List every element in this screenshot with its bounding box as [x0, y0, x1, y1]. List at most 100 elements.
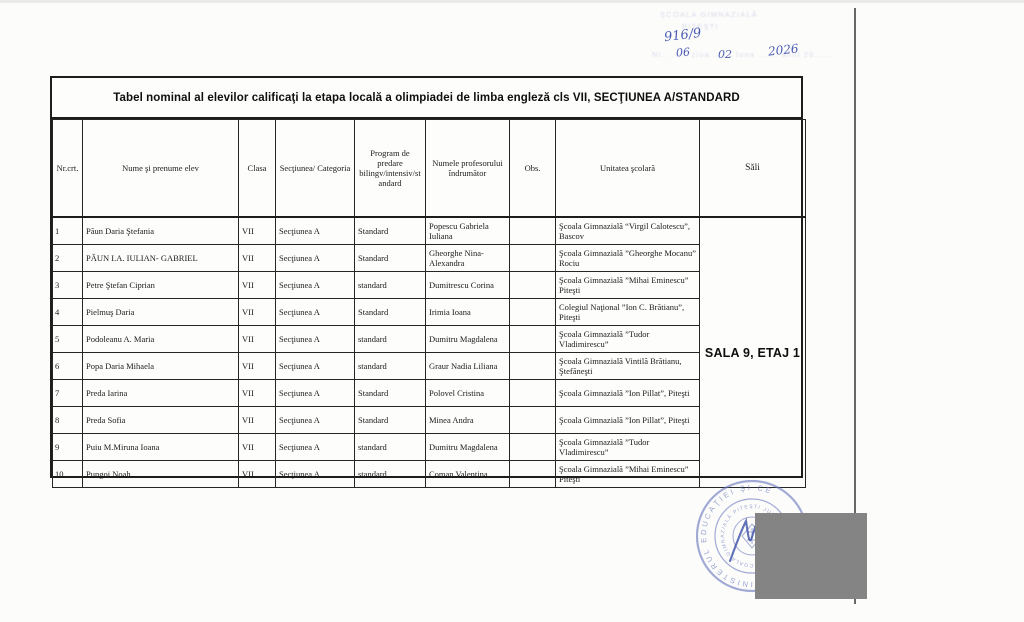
cell-profesor: Popescu Gabriela Iuliana	[425, 216, 510, 245]
cell-student-name: Păun Daria Ştefania	[82, 216, 239, 245]
table-row: 1 Păun Daria Ştefania VII Secţiunea A St…	[52, 216, 806, 488]
cell-student-name: Puiu M.Miruna Ioana	[82, 433, 239, 461]
cell-profesor: Minea Andra	[425, 406, 510, 434]
handwritten-month: 02	[718, 48, 732, 61]
cell-profesor: Dumitrescu Corina	[425, 271, 510, 299]
cell-obs	[509, 216, 556, 245]
cell-scoala: Şcoala Gimnazială Vintilă Brătianu, Ştef…	[555, 352, 700, 380]
cell-student-name: Petre Ştefan Ciprian	[82, 271, 239, 299]
cell-profesor: Polovel Cristina	[425, 379, 510, 407]
cell-scoala: Şcoala Gimnazială ”Ion Pillat”, Piteşti	[555, 379, 700, 407]
cell-profesor: Coman Valentina	[425, 460, 510, 488]
table-row: 6 Popa Daria Mihaela VII Secţiunea A sta…	[52, 352, 806, 380]
students-table: Nr.crt. Nume şi prenume elev Clasa Secţi…	[52, 119, 806, 488]
table-title: Tabel nominal al elevilor calificaţi la …	[52, 78, 801, 119]
cell-program: Standard	[354, 216, 426, 245]
cell-nr: 7	[52, 379, 83, 407]
registration-stamp: ŞCOALA GIMNAZIALĂ PITEŞTI Nr. ...... ziu…	[648, 6, 863, 68]
table-row: 10 Pungoi Noah VII Secţiunea A standard …	[52, 460, 806, 488]
cell-scoala: Şcoala Gimnazială ”Tudor Vladimirescu”	[555, 433, 700, 461]
cell-nr: 8	[52, 406, 83, 434]
cell-sectiunea: Secţiunea A	[275, 352, 355, 380]
cell-profesor: Irimia Ioana	[425, 298, 510, 326]
cell-sectiunea: Secţiunea A	[275, 433, 355, 461]
cell-clasa: VII	[238, 244, 276, 272]
cell-sectiunea: Secţiunea A	[275, 271, 355, 299]
cell-obs	[509, 271, 556, 299]
cell-nr: 3	[52, 271, 83, 299]
cell-program: Standard	[354, 298, 426, 326]
stamp-faint-line: ŞCOALA GIMNAZIALĂ	[660, 10, 758, 19]
olympiad-table: Tabel nominal al elevilor calificaţi la …	[50, 76, 806, 488]
cell-scoala: Colegiul Naţional ”Ion C. Brătianu”, Pit…	[555, 298, 700, 326]
cell-sectiunea: Secţiunea A	[275, 460, 355, 488]
col-header-profesor: Numele profesorului îndrumător	[425, 119, 510, 218]
table-row: 5 Podoleanu A. Maria VII Secţiunea A sta…	[52, 325, 806, 353]
redaction-box	[755, 513, 867, 599]
cell-clasa: VII	[238, 406, 276, 434]
col-header-obs: Obs.	[509, 119, 556, 218]
cell-student-name: PĂUN I.A. IULIAN- GABRIEL	[82, 244, 239, 272]
col-header-program: Program de predare bilingv/intensiv/stan…	[354, 119, 426, 218]
cell-scoala: Şcoala Gimnazială ”Ion Pillat”, Piteşti	[555, 406, 700, 434]
cell-profesor: Graur Nadia Liliana	[425, 352, 510, 380]
cell-clasa: VII	[238, 216, 276, 245]
scan-top-edge	[0, 0, 1024, 3]
cell-sectiunea: Secţiunea A	[275, 379, 355, 407]
handwritten-day: 06	[675, 45, 691, 60]
col-header-unitatea: Unitatea şcolară	[555, 119, 700, 218]
cell-obs	[509, 352, 556, 380]
table-row: 3 Petre Ştefan Ciprian VII Secţiunea A s…	[52, 271, 806, 299]
cell-clasa: VII	[238, 271, 276, 299]
cell-obs	[509, 325, 556, 353]
cell-profesor: Dumitru Magdalena	[425, 433, 510, 461]
header-row: Nr.crt. Nume şi prenume elev Clasa Secţi…	[52, 119, 806, 218]
cell-student-name: Pungoi Noah	[82, 460, 239, 488]
col-header-sectiunea: Secţiunea/ Categoria	[275, 119, 355, 218]
col-header-name: Nume şi prenume elev	[82, 119, 239, 218]
table-row: 2 PĂUN I.A. IULIAN- GABRIEL VII Secţiune…	[52, 244, 806, 272]
cell-program: standard	[354, 352, 426, 380]
cell-program: standard	[354, 271, 426, 299]
cell-obs	[509, 406, 556, 434]
cell-scoala: Şcoala Gimnazială ”Mihai Eminescu” Piteş…	[555, 271, 700, 299]
cell-sectiunea: Secţiunea A	[275, 325, 355, 353]
table-row: 4 Pielmuş Daria VII Secţiunea A Standard…	[52, 298, 806, 326]
table-row: 8 Preda Sofia VII Secţiunea A Standard M…	[52, 406, 806, 434]
cell-scoala: Şcoala Gimnazială “Virgil Calotescu”, Ba…	[555, 216, 700, 245]
cell-nr: 9	[52, 433, 83, 461]
cell-obs	[509, 379, 556, 407]
cell-obs	[509, 298, 556, 326]
cell-scoala: Şcoala Gimnazială ”Mihai Eminescu” Piteş…	[555, 460, 700, 488]
col-header-sali: Săli	[699, 119, 806, 218]
table-row: 7 Preda Iarina VII Secţiunea A Standard …	[52, 379, 806, 407]
col-header-clasa: Clasa	[238, 119, 276, 218]
cell-clasa: VII	[238, 325, 276, 353]
cell-nr: 10	[52, 460, 83, 488]
table-row: 9 Puiu M.Miruna Ioana VII Secţiunea A st…	[52, 433, 806, 461]
cell-student-name: Pielmuş Daria	[82, 298, 239, 326]
cell-nr: 2	[52, 244, 83, 272]
cell-obs	[509, 460, 556, 488]
cell-program: standard	[354, 325, 426, 353]
col-header-nr: Nr.crt.	[52, 119, 83, 218]
cell-student-name: Podoleanu A. Maria	[82, 325, 239, 353]
stamp-faint-line: PITEŞTI	[682, 22, 719, 31]
stamp-faint-line: Nr. ...... ziua ...... luna ...... anul …	[652, 50, 835, 59]
cell-student-name: Popa Daria Mihaela	[82, 352, 239, 380]
cell-student-name: Preda Iarina	[82, 379, 239, 407]
cell-nr: 5	[52, 325, 83, 353]
cell-program: standard	[354, 433, 426, 461]
cell-clasa: VII	[238, 460, 276, 488]
cell-clasa: VII	[238, 298, 276, 326]
scan-artifact-line	[854, 8, 856, 604]
cell-program: Standard	[354, 379, 426, 407]
cell-clasa: VII	[238, 433, 276, 461]
cell-obs	[509, 433, 556, 461]
cell-student-name: Preda Sofia	[82, 406, 239, 434]
cell-nr: 1	[52, 216, 83, 245]
cell-profesor: Dumitru Magdalena	[425, 325, 510, 353]
cell-sectiunea: Secţiunea A	[275, 298, 355, 326]
cell-sala-merged: SALA 9, ETAJ 1	[699, 216, 806, 488]
handwritten-registry-number: 916/9	[663, 25, 703, 46]
